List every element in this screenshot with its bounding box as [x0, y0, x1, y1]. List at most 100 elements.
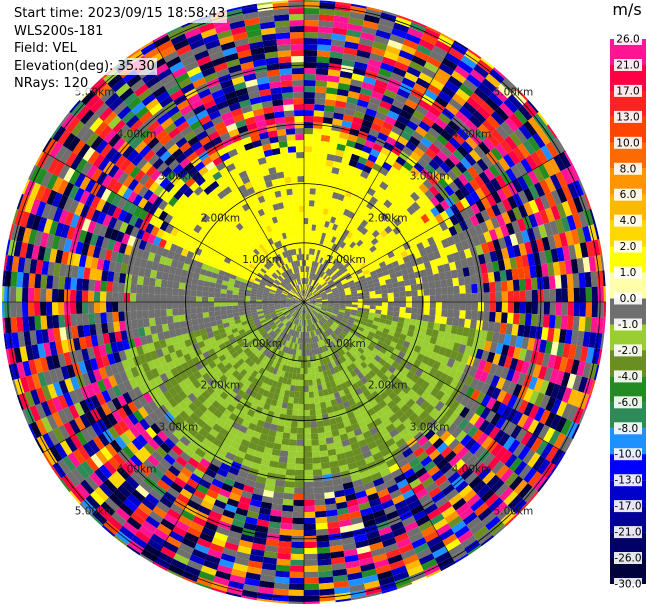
radar-bin	[362, 165, 373, 174]
radar-bin	[383, 362, 392, 370]
radar-bin	[377, 152, 388, 162]
radar-bin	[486, 456, 500, 471]
radar-bin	[333, 303, 340, 306]
radar-bin	[46, 275, 54, 289]
radar-bin	[295, 349, 299, 356]
radar-bin	[530, 313, 538, 327]
radar-bin	[418, 410, 429, 421]
radar-bin	[561, 403, 573, 420]
radar-bin	[135, 302, 143, 311]
radar-bin	[291, 541, 304, 549]
radar-bin	[9, 302, 17, 318]
radar-bin	[448, 98, 463, 111]
radar-bin	[517, 143, 531, 159]
radar-bin	[308, 285, 313, 292]
radar-bin	[374, 395, 384, 404]
radar-bin	[346, 566, 362, 575]
radar-bin	[410, 220, 420, 231]
radar-bin	[128, 377, 139, 390]
radar-bin	[495, 214, 506, 227]
radar-bin	[347, 411, 356, 420]
radar-bin	[226, 403, 236, 413]
radar-bin	[448, 367, 458, 379]
radar-bin	[345, 292, 352, 296]
radar-bin	[304, 427, 311, 434]
radar-bin	[372, 249, 380, 257]
radar-bin	[202, 399, 212, 409]
radar-bin	[553, 355, 563, 371]
radar-bin	[374, 157, 385, 167]
radar-bin	[141, 343, 150, 354]
radar-bin	[304, 302, 310, 304]
radar-bin	[484, 219, 495, 231]
radar-bin	[366, 394, 375, 403]
radar-bin	[499, 450, 513, 465]
radar-bin	[304, 297, 309, 302]
radar-bin	[320, 195, 327, 203]
radar-bin	[232, 331, 240, 338]
radar-bin	[282, 504, 294, 512]
radar-bin	[25, 345, 34, 361]
radar-bin	[148, 400, 159, 412]
radar-bin	[406, 205, 416, 216]
radar-bin	[366, 6, 383, 13]
radar-bin	[327, 295, 334, 299]
radar-bin	[388, 329, 396, 337]
radar-bin	[420, 390, 431, 401]
radar-bin	[178, 515, 193, 527]
radar-bin	[250, 290, 257, 295]
radar-bin	[318, 334, 324, 341]
radar-bin	[443, 407, 455, 420]
radar-bin	[357, 337, 365, 345]
radar-bin	[348, 436, 358, 445]
radar-bin	[334, 592, 351, 601]
radar-bin	[367, 407, 376, 417]
radar-bin	[218, 558, 235, 569]
radar-bin	[184, 308, 191, 315]
radar-bin	[541, 263, 549, 277]
radar-bin	[262, 452, 272, 461]
radar-bin	[366, 241, 374, 250]
radar-bin	[327, 209, 334, 217]
radar-bin	[28, 287, 35, 302]
radar-bin	[397, 390, 407, 400]
radar-bin	[397, 280, 405, 287]
radar-bin	[287, 315, 293, 321]
radar-bin	[197, 394, 207, 404]
radar-bin	[336, 326, 343, 333]
radar-bin	[175, 440, 187, 452]
radar-bin	[440, 316, 448, 325]
radar-bin	[349, 234, 357, 242]
radar-bin	[13, 240, 23, 257]
radar-bin	[422, 282, 430, 290]
radar-bin	[59, 327, 67, 341]
radar-bin	[368, 128, 380, 138]
radar-bin	[393, 217, 402, 227]
radar-bin	[343, 47, 358, 56]
radar-bin	[321, 295, 328, 299]
radar-bin	[380, 265, 388, 272]
radar-bin	[333, 580, 350, 589]
radar-bin	[145, 426, 157, 439]
radar-bin	[180, 269, 189, 278]
radar-bin	[451, 165, 463, 178]
radar-bin	[265, 397, 273, 405]
radar-bin	[470, 190, 481, 203]
radar-bin	[319, 311, 325, 316]
radar-bin	[439, 221, 449, 232]
radar-bin	[286, 303, 293, 306]
radar-bin	[455, 430, 468, 443]
radar-bin	[309, 303, 316, 307]
radar-bin	[215, 283, 222, 289]
radar-bin	[295, 373, 301, 380]
radar-bin	[372, 553, 388, 563]
radar-bin	[282, 319, 288, 325]
radar-bin	[5, 255, 14, 272]
radar-bin	[356, 310, 364, 315]
radar-bin	[292, 303, 299, 306]
radar-bin	[40, 315, 48, 330]
radar-bin	[411, 55, 427, 67]
radar-bin	[340, 302, 346, 305]
radar-bin	[265, 326, 272, 333]
